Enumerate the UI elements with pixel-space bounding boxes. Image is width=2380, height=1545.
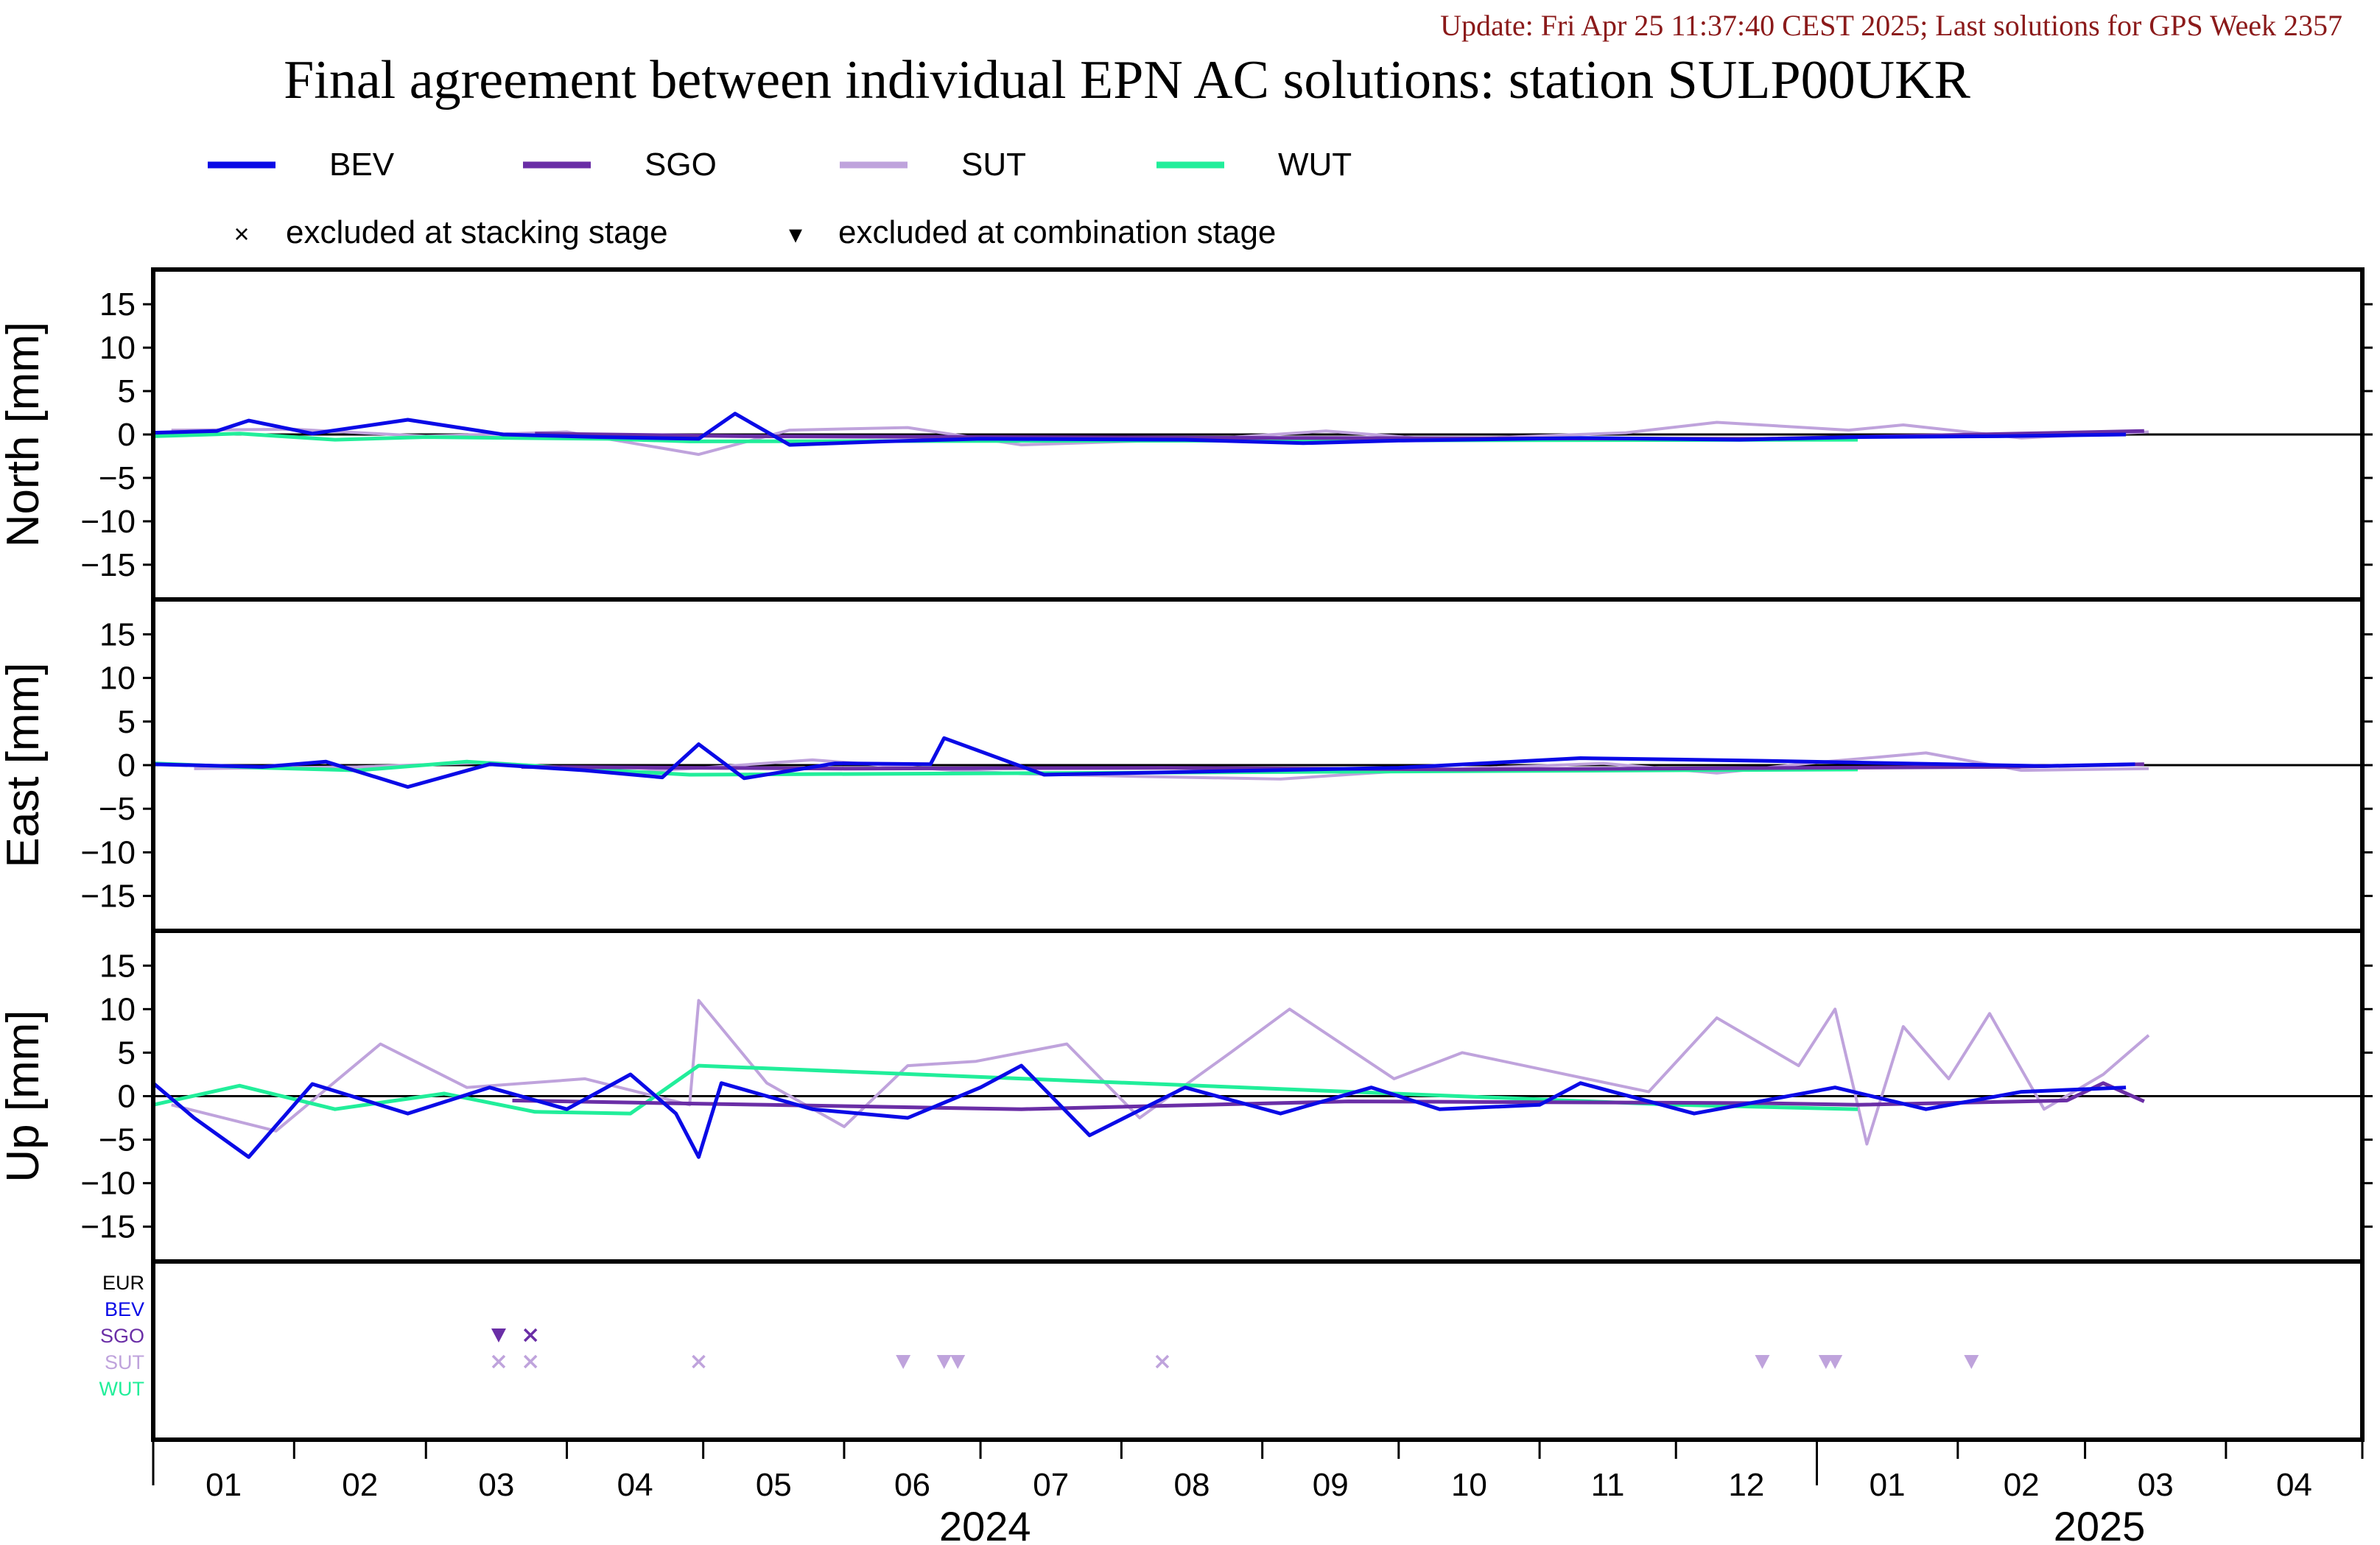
month-label: 01 [1870,1467,1906,1503]
month-label: 11 [1591,1467,1625,1503]
ytick-label-north: 0 [118,417,136,453]
marker-stacking [523,1328,538,1342]
ytick-label-east: 0 [118,747,136,784]
marker-combination [1828,1355,1843,1369]
update-text: Update: Fri Apr 25 11:37:40 CEST 2025; L… [1440,9,2342,42]
year-label: 2024 [939,1503,1031,1545]
month-label: 08 [1174,1467,1210,1503]
panel-east: 15 10 5 0 −5 −10 −15 East [mm] [0,597,2373,933]
ytick-label-north: 10 [99,330,136,366]
legend-marker-label-combination: excluded at combination stage [838,214,1276,250]
ytick-label-up: 15 [99,948,136,984]
month-label: 02 [2004,1467,2040,1503]
row-label-bev: BEV [105,1298,144,1320]
legend-label-wut: WUT [1278,147,1352,183]
ylabel-north: North [mm] [0,322,49,548]
series-north-sgo [535,429,2144,441]
ylabel-up: Up [mm] [0,1010,49,1182]
panel-up: 15 10 5 0 −5 −10 −15 Up [mm] [0,929,2373,1264]
x-axis: 01 02 03 04 05 06 07 08 09 10 11 12 01 02 03 04 2024 2025 [152,1440,2364,1545]
marker-stacking [1155,1354,1170,1369]
ytick-label-up: 10 [99,991,136,1027]
series-north-bev [152,412,2127,447]
marker-combination [950,1355,966,1369]
ytick-label-up: −10 [80,1166,136,1202]
month-label: 09 [1313,1467,1349,1503]
month-label: 04 [2276,1467,2312,1503]
ylabel-east: East [mm] [0,662,49,867]
ytick-label-east: 15 [99,616,136,652]
series-east-bev [152,736,2135,789]
row-label-wut: WUT [99,1378,144,1400]
ytick-label-east: 10 [99,661,136,697]
marker-combination [1755,1355,1770,1369]
ytick-label-north: −10 [80,504,136,540]
marker-stacking [491,1354,506,1369]
series-up-sut [171,999,2150,1146]
month-label: 06 [894,1467,930,1503]
month-label: 05 [756,1467,792,1503]
legend-label-sut: SUT [961,147,1026,183]
ytick-label-east: −10 [80,834,136,870]
marker-combination [936,1355,952,1369]
series-up-bev [152,1063,2127,1159]
row-label-sut: SUT [105,1351,144,1373]
month-label: 03 [478,1467,514,1503]
chart-title: Final agreement between individual EPN A… [284,50,1970,110]
month-label: 07 [1033,1467,1069,1503]
ytick-label-up: −5 [99,1122,136,1158]
month-label: 12 [1728,1467,1764,1503]
ytick-label-north: 15 [99,286,136,323]
row-label-eur: EUR [102,1272,144,1294]
marker-combination [1964,1355,1979,1369]
legend: BEV SGO SUT WUT × excluded at stacking stage ▾… [208,147,1352,250]
marker-stacking [523,1354,538,1369]
marker-combination [896,1355,911,1369]
ytick-label-north: −5 [99,460,136,496]
legend-marker-combination: ▾ [789,219,802,249]
legend-marker-stacking: × [234,219,249,249]
month-label: 10 [1451,1467,1487,1503]
month-label: 02 [342,1467,378,1503]
month-label: 03 [2138,1467,2174,1503]
ytick-label-east: −5 [99,791,136,827]
panel-exclusions: EUR BEV SGO SUT WUT [99,1259,2365,1442]
marker-stacking [692,1354,706,1369]
ytick-label-up: −15 [80,1209,136,1245]
legend-marker-label-stacking: excluded at stacking stage [286,214,668,250]
series-north-wut [152,432,1858,443]
ytick-label-up: 5 [118,1035,136,1071]
legend-label-bev: BEV [329,147,395,183]
ytick-label-up: 0 [118,1079,136,1115]
marker-combination [491,1328,506,1342]
row-label-sgo: SGO [100,1325,144,1347]
month-label: 01 [206,1467,242,1503]
ytick-label-east: 5 [118,704,136,740]
ytick-label-north: 5 [118,373,136,409]
frame-exclusions [151,1259,2365,1442]
panel-north: 15 10 5 0 −5 −10 −15 North [mm] [0,267,2373,602]
ytick-label-north: −15 [80,547,136,583]
panels: 15 10 5 0 −5 −10 −15 North [mm] 15 10 5 0 −5 −10 −15 Ea… [0,267,2373,1442]
ytick-label-east: −15 [80,879,136,915]
year-label: 2025 [2054,1503,2146,1545]
legend-label-sgo: SGO [645,147,717,183]
month-label: 04 [617,1467,653,1503]
